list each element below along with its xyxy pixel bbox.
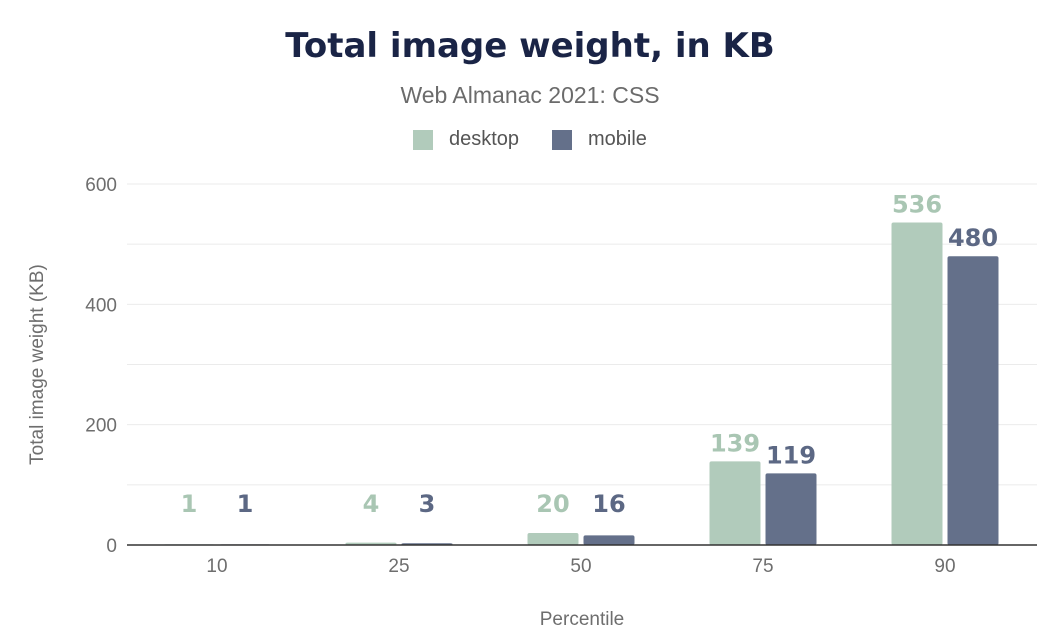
data-label-mobile-75: 119 <box>766 441 816 469</box>
legend-item-desktop[interactable]: desktop <box>413 128 519 151</box>
data-label-mobile-10: 1 <box>237 490 254 518</box>
bar-desktop-90[interactable] <box>891 222 943 546</box>
chart-legend: desktop mobile <box>0 128 1060 152</box>
legend-swatch-mobile <box>552 129 572 150</box>
x-axis-label: Percentile <box>540 609 625 630</box>
x-tick-label: 50 <box>570 556 591 577</box>
y-tick-label: 400 <box>85 295 117 316</box>
data-label-desktop-10: 1 <box>181 490 198 518</box>
bar-mobile-50[interactable] <box>583 535 635 545</box>
data-label-desktop-50: 20 <box>536 490 569 518</box>
data-label-desktop-25: 4 <box>363 490 380 518</box>
x-tick-label: 90 <box>934 556 955 577</box>
bar-desktop-50[interactable] <box>527 532 579 545</box>
legend-item-mobile[interactable]: mobile <box>552 128 647 151</box>
x-tick-label: 75 <box>752 556 773 577</box>
x-tick-label: 25 <box>388 556 409 577</box>
chart-subtitle: Web Almanac 2021: CSS <box>400 82 660 108</box>
bar-desktop-75[interactable] <box>709 461 761 545</box>
data-label-mobile-50: 16 <box>592 490 625 518</box>
chart-bars <box>163 222 999 546</box>
y-axis-ticks: 0 200 400 600 <box>85 175 117 557</box>
chart-title: Total image weight, in KB <box>285 26 775 66</box>
y-axis-label: Total image weight (KB) <box>27 264 48 465</box>
legend-label-mobile: mobile <box>588 128 647 150</box>
data-label-desktop-90: 536 <box>892 191 942 219</box>
chart-gridlines <box>127 183 1037 486</box>
x-axis-ticks: 10 25 50 75 90 <box>206 556 955 577</box>
y-tick-label: 200 <box>85 416 117 437</box>
y-tick-label: 600 <box>85 175 117 196</box>
data-label-desktop-75: 139 <box>710 429 760 457</box>
bar-mobile-75[interactable] <box>765 473 817 545</box>
legend-label-desktop: desktop <box>449 128 520 150</box>
data-label-mobile-90: 480 <box>948 224 998 252</box>
x-tick-label: 10 <box>206 556 227 577</box>
legend-swatch-desktop <box>413 129 433 150</box>
data-label-mobile-25: 3 <box>419 490 436 518</box>
bar-mobile-90[interactable] <box>947 256 999 545</box>
y-tick-label: 0 <box>106 536 117 557</box>
